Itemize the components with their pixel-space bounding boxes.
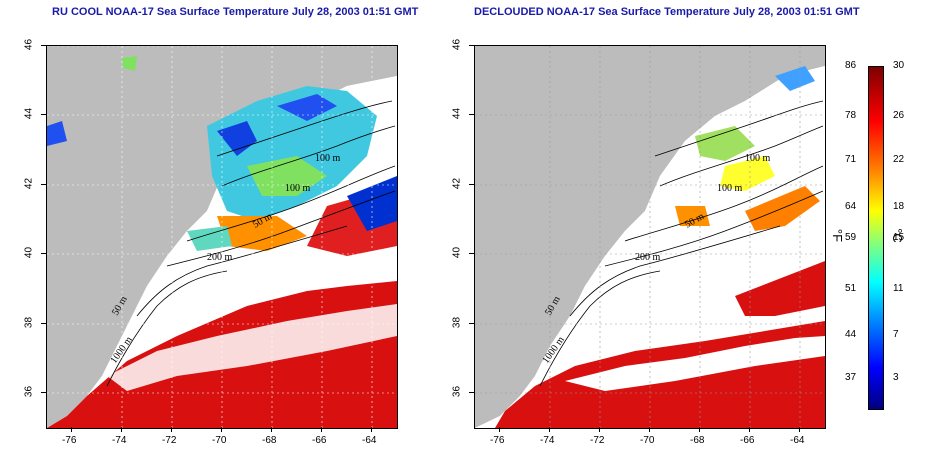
fahrenheit-tick-label: 37 bbox=[845, 372, 857, 383]
celsius-tick-label: 3 bbox=[893, 372, 899, 383]
y-tick-mark bbox=[469, 45, 474, 46]
x-tick-label: -68 bbox=[690, 435, 705, 446]
y-tick-label: 42 bbox=[23, 177, 35, 189]
y-tick-mark bbox=[469, 183, 474, 185]
left-map-panel: 100 m 100 m 50 m 200 m 50 m 1000 m bbox=[46, 45, 398, 429]
x-tick-mark bbox=[371, 427, 372, 432]
y-tick-label: 46 bbox=[451, 38, 463, 51]
y-tick-mark bbox=[469, 114, 474, 116]
cool-water bbox=[695, 126, 755, 161]
y-tick-mark bbox=[41, 253, 46, 255]
temperature-colorbar bbox=[868, 66, 884, 410]
x-tick-label: -76 bbox=[490, 435, 505, 446]
contour-label: 200 m bbox=[635, 252, 661, 263]
land bbox=[475, 46, 825, 428]
contour-label: 100 m bbox=[315, 153, 341, 164]
celsius-tick-label: 22 bbox=[893, 154, 905, 165]
x-tick-label: -66 bbox=[740, 435, 755, 446]
x-tick-mark bbox=[549, 427, 550, 432]
y-tick-label: 44 bbox=[451, 108, 463, 120]
celsius-unit: °C bbox=[889, 228, 905, 243]
fahrenheit-tick-label: 78 bbox=[845, 110, 857, 121]
celsius-tick-label: 7 bbox=[893, 329, 899, 340]
x-tick-mark bbox=[171, 427, 172, 432]
x-tick-mark bbox=[699, 427, 700, 432]
cool-water bbox=[207, 86, 377, 221]
right-map-panel: 100 m 100 m 50 m 200 m 50 m 1000 m bbox=[474, 45, 826, 429]
x-tick-label: -74 bbox=[112, 435, 127, 446]
y-tick-mark bbox=[41, 114, 46, 116]
x-tick-mark bbox=[121, 427, 122, 432]
x-tick-mark bbox=[599, 427, 600, 432]
x-tick-mark bbox=[221, 427, 222, 432]
x-tick-mark bbox=[649, 427, 650, 432]
x-tick-mark bbox=[271, 427, 272, 432]
left-panel-title: RU COOL NOAA-17 Sea Surface Temperature … bbox=[52, 6, 419, 18]
x-tick-mark bbox=[321, 427, 322, 432]
contour-label: 100 m bbox=[285, 183, 311, 194]
y-tick-label: 38 bbox=[451, 316, 463, 328]
y-tick-mark bbox=[41, 392, 46, 393]
y-tick-label: 46 bbox=[23, 38, 35, 51]
x-tick-label: -74 bbox=[540, 435, 555, 446]
celsius-tick-label: 18 bbox=[893, 201, 905, 212]
x-tick-label: -72 bbox=[590, 435, 605, 446]
x-tick-mark bbox=[799, 427, 800, 432]
right-panel-title: DECLOUDED NOAA-17 Sea Surface Temperatur… bbox=[474, 6, 860, 18]
x-tick-mark bbox=[71, 427, 72, 432]
y-tick-mark bbox=[469, 392, 474, 393]
y-tick-label: 38 bbox=[23, 316, 35, 328]
y-tick-label: 36 bbox=[451, 385, 463, 398]
y-tick-mark bbox=[469, 253, 474, 255]
y-tick-mark bbox=[469, 322, 474, 324]
y-tick-mark bbox=[41, 45, 46, 46]
x-tick-label: -70 bbox=[640, 435, 655, 446]
y-tick-label: 40 bbox=[451, 247, 463, 259]
right-map-svg: 100 m 100 m 50 m 200 m 50 m 1000 m bbox=[475, 46, 825, 428]
y-tick-label: 40 bbox=[23, 247, 35, 259]
fahrenheit-tick-label: 64 bbox=[845, 201, 857, 212]
x-tick-label: -72 bbox=[162, 435, 177, 446]
x-tick-label: -76 bbox=[62, 435, 77, 446]
x-tick-mark bbox=[499, 427, 500, 432]
fahrenheit-tick-label: 71 bbox=[845, 154, 857, 165]
y-tick-label: 44 bbox=[23, 108, 35, 120]
y-tick-label: 36 bbox=[23, 385, 35, 398]
celsius-tick-label: 26 bbox=[893, 110, 905, 121]
fahrenheit-unit: °F bbox=[830, 228, 846, 243]
x-tick-label: -70 bbox=[212, 435, 227, 446]
y-tick-mark bbox=[41, 183, 46, 185]
contour-label: 200 m bbox=[207, 252, 233, 263]
contour-label: 100 m bbox=[745, 153, 771, 164]
fahrenheit-tick-label: 86 bbox=[845, 60, 857, 71]
x-tick-label: -64 bbox=[362, 435, 377, 446]
fahrenheit-tick-label: 44 bbox=[845, 329, 857, 340]
x-tick-label: -68 bbox=[262, 435, 277, 446]
left-map-svg: 100 m 100 m 50 m 200 m 50 m 1000 m bbox=[47, 46, 397, 428]
celsius-tick-label: 15 bbox=[893, 232, 905, 243]
y-tick-label: 42 bbox=[451, 177, 463, 189]
y-tick-mark bbox=[41, 322, 46, 324]
x-tick-label: -64 bbox=[790, 435, 805, 446]
fahrenheit-tick-label: 51 bbox=[845, 283, 857, 294]
fahrenheit-tick-label: 59 bbox=[845, 232, 857, 243]
celsius-tick-label: 30 bbox=[893, 60, 905, 71]
x-tick-label: -66 bbox=[312, 435, 327, 446]
celsius-tick-label: 11 bbox=[893, 283, 904, 294]
x-tick-mark bbox=[749, 427, 750, 432]
land bbox=[47, 46, 397, 428]
contour-label: 100 m bbox=[717, 183, 743, 194]
